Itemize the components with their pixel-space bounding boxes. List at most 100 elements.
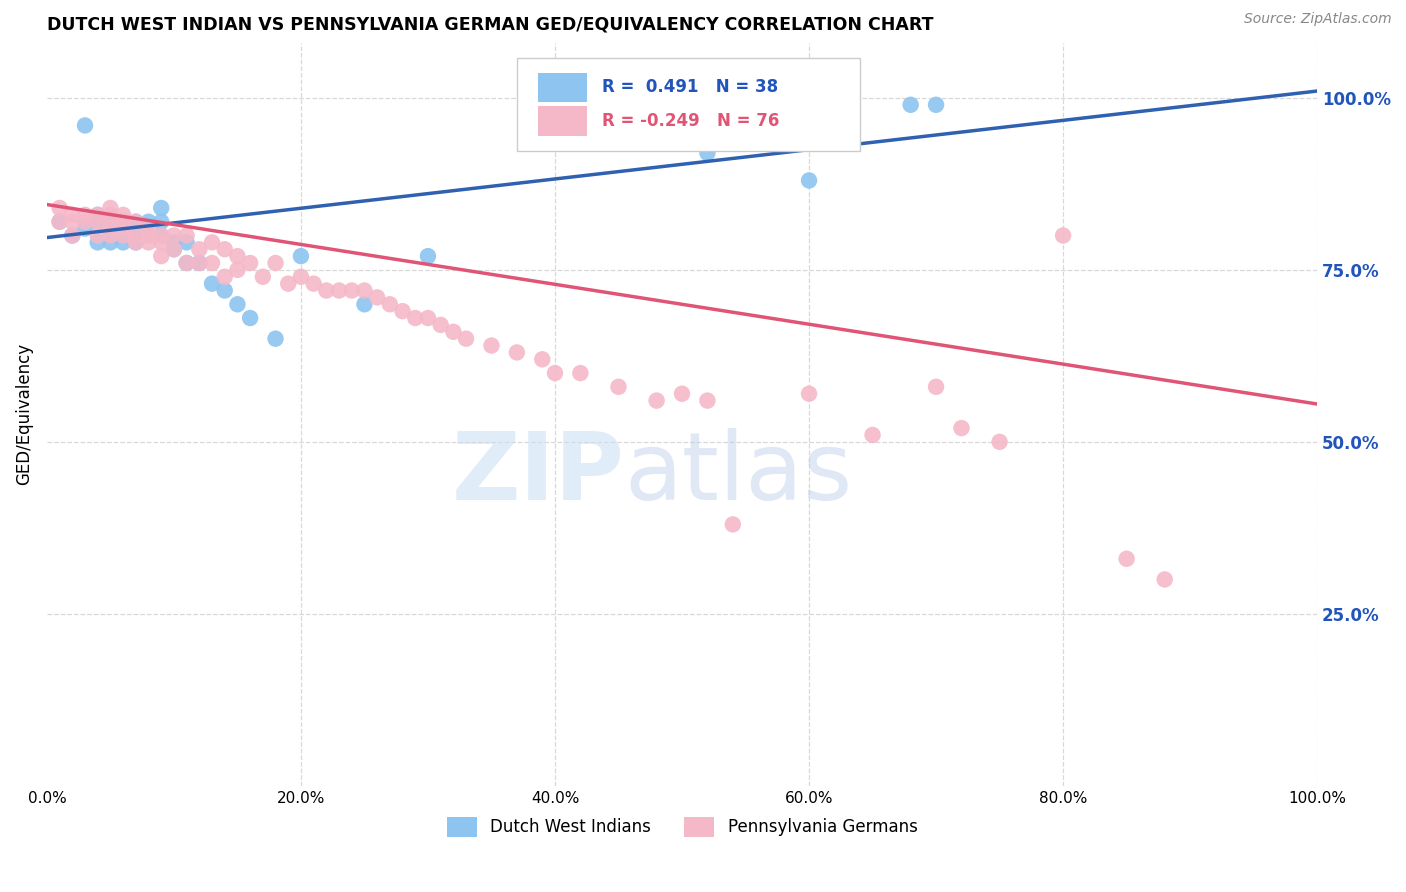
Point (138, 221, 160, 235)
Point (100, 228, 122, 243)
Point (645, 393, 668, 408)
Point (201, 256, 224, 270)
Point (125, 215, 148, 229)
Point (86, 208, 108, 222)
Point (176, 228, 198, 243)
Point (429, 318, 451, 332)
Point (900, 97, 922, 112)
Point (671, 386, 693, 401)
Point (73, 215, 96, 229)
Point (138, 228, 160, 243)
Point (100, 221, 122, 235)
Point (290, 269, 312, 284)
Text: ZIP: ZIP (451, 428, 624, 520)
Point (188, 256, 211, 270)
Point (86, 215, 108, 229)
Point (506, 345, 529, 359)
FancyBboxPatch shape (517, 58, 860, 151)
Point (138, 215, 160, 229)
Point (138, 235, 160, 250)
Point (201, 277, 224, 291)
Point (1052, 228, 1074, 243)
Point (391, 304, 413, 318)
Point (100, 208, 122, 222)
Point (150, 228, 173, 243)
Point (201, 235, 224, 250)
Text: R = -0.249   N = 76: R = -0.249 N = 76 (602, 112, 779, 130)
Point (60, 228, 83, 243)
Legend: Dutch West Indians, Pennsylvania Germans: Dutch West Indians, Pennsylvania Germans (447, 816, 917, 837)
Point (328, 284, 350, 298)
Point (481, 338, 503, 352)
Y-axis label: GED/Equivalency: GED/Equivalency (15, 343, 32, 485)
Point (264, 256, 287, 270)
Text: Source: ZipAtlas.com: Source: ZipAtlas.com (1244, 12, 1392, 26)
Text: R =  0.491   N = 38: R = 0.491 N = 38 (602, 78, 778, 96)
Point (797, 386, 820, 401)
Point (188, 256, 211, 270)
Point (112, 228, 135, 243)
Point (73, 221, 96, 235)
Point (239, 256, 262, 270)
Point (302, 277, 325, 291)
Point (925, 97, 948, 112)
Point (150, 228, 173, 243)
Point (862, 428, 884, 442)
Point (112, 208, 135, 222)
Point (416, 249, 439, 263)
Point (214, 242, 236, 256)
Point (86, 208, 108, 222)
Point (125, 235, 148, 250)
Point (60, 228, 83, 243)
Point (340, 284, 363, 298)
Point (73, 208, 96, 222)
Point (441, 325, 464, 339)
Point (925, 380, 948, 394)
FancyBboxPatch shape (538, 106, 586, 136)
Point (163, 242, 186, 256)
Point (366, 290, 388, 304)
Point (138, 228, 160, 243)
Point (163, 235, 186, 250)
Point (48, 215, 70, 229)
Point (353, 297, 375, 311)
Point (125, 228, 148, 243)
Point (100, 235, 122, 250)
Point (48, 215, 70, 229)
Point (277, 277, 299, 291)
Point (112, 235, 135, 250)
Point (416, 311, 439, 326)
Point (1153, 573, 1175, 587)
Point (454, 332, 477, 346)
Point (252, 269, 274, 284)
Point (86, 235, 108, 250)
Point (100, 228, 122, 243)
Point (150, 215, 173, 229)
Point (315, 284, 337, 298)
Point (100, 201, 122, 215)
Point (112, 221, 135, 235)
Text: DUTCH WEST INDIAN VS PENNSYLVANIA GERMAN GED/EQUIVALENCY CORRELATION CHART: DUTCH WEST INDIAN VS PENNSYLVANIA GERMAN… (46, 15, 934, 33)
Point (721, 517, 744, 532)
Point (125, 215, 148, 229)
Point (569, 366, 592, 380)
Point (214, 284, 236, 298)
Point (696, 393, 718, 408)
Point (226, 249, 249, 263)
Point (112, 215, 135, 229)
Point (176, 256, 198, 270)
Point (86, 228, 108, 243)
Point (378, 297, 401, 311)
Point (950, 421, 973, 435)
Text: atlas: atlas (624, 428, 853, 520)
Point (176, 235, 198, 250)
Point (150, 235, 173, 250)
Point (214, 269, 236, 284)
Point (60, 215, 83, 229)
Point (100, 215, 122, 229)
Point (226, 263, 249, 277)
Point (125, 235, 148, 250)
Point (1115, 551, 1137, 566)
Point (150, 249, 173, 263)
Point (188, 242, 211, 256)
